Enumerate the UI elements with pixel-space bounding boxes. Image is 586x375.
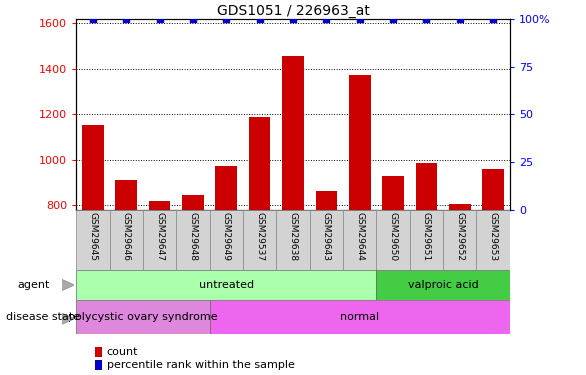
Bar xyxy=(410,210,443,270)
Bar xyxy=(349,75,370,210)
Bar xyxy=(76,270,376,300)
Text: GSM29643: GSM29643 xyxy=(322,212,331,261)
Bar xyxy=(309,210,343,270)
Text: GSM29537: GSM29537 xyxy=(255,212,264,261)
Text: percentile rank within the sample: percentile rank within the sample xyxy=(107,360,295,370)
Bar xyxy=(249,117,271,210)
Bar xyxy=(95,360,102,370)
Bar xyxy=(482,169,504,210)
Bar xyxy=(143,210,176,270)
Point xyxy=(255,16,264,22)
Point xyxy=(355,16,364,22)
Bar xyxy=(216,166,237,210)
Bar xyxy=(182,195,204,210)
Bar xyxy=(110,210,143,270)
Text: agent: agent xyxy=(18,280,50,290)
Bar xyxy=(449,204,471,210)
Text: valproic acid: valproic acid xyxy=(408,280,479,290)
Point xyxy=(489,16,498,22)
Point xyxy=(455,16,465,22)
Bar xyxy=(282,56,304,210)
Point xyxy=(155,16,164,22)
Text: polycystic ovary syndrome: polycystic ovary syndrome xyxy=(68,312,218,322)
Point xyxy=(322,16,331,22)
Bar xyxy=(82,124,104,210)
Bar xyxy=(210,210,243,270)
Text: GSM29647: GSM29647 xyxy=(155,212,164,261)
Bar xyxy=(376,270,510,300)
Text: GSM29645: GSM29645 xyxy=(88,212,97,261)
Text: count: count xyxy=(107,347,138,357)
Bar xyxy=(382,176,404,210)
Point xyxy=(188,16,197,22)
Bar xyxy=(76,300,210,334)
Text: GSM29648: GSM29648 xyxy=(189,212,197,261)
Text: disease state: disease state xyxy=(6,312,80,322)
Bar xyxy=(76,210,110,270)
Title: GDS1051 / 226963_at: GDS1051 / 226963_at xyxy=(217,4,369,18)
Bar xyxy=(443,210,476,270)
Point xyxy=(422,16,431,22)
Polygon shape xyxy=(62,279,74,291)
Point xyxy=(389,16,398,22)
Bar xyxy=(149,201,171,210)
Bar xyxy=(210,300,510,334)
Point xyxy=(121,16,131,22)
Point xyxy=(222,16,231,22)
Bar xyxy=(415,164,437,210)
Text: GSM29651: GSM29651 xyxy=(422,212,431,261)
Bar xyxy=(176,210,210,270)
Text: GSM29653: GSM29653 xyxy=(489,212,498,261)
Bar xyxy=(243,210,277,270)
Bar xyxy=(315,190,337,210)
Text: normal: normal xyxy=(340,312,379,322)
Polygon shape xyxy=(62,313,74,324)
Text: GSM29650: GSM29650 xyxy=(389,212,397,261)
Bar xyxy=(376,210,410,270)
Text: GSM29644: GSM29644 xyxy=(355,212,364,261)
Text: GSM29646: GSM29646 xyxy=(122,212,131,261)
Text: GSM29652: GSM29652 xyxy=(455,212,464,261)
Text: GSM29638: GSM29638 xyxy=(288,212,298,261)
Text: GSM29649: GSM29649 xyxy=(222,212,231,261)
Bar xyxy=(95,347,102,357)
Bar xyxy=(277,210,309,270)
Bar xyxy=(343,210,376,270)
Point xyxy=(88,16,97,22)
Text: untreated: untreated xyxy=(199,280,254,290)
Bar xyxy=(476,210,510,270)
Bar xyxy=(115,180,137,210)
Point xyxy=(288,16,298,22)
